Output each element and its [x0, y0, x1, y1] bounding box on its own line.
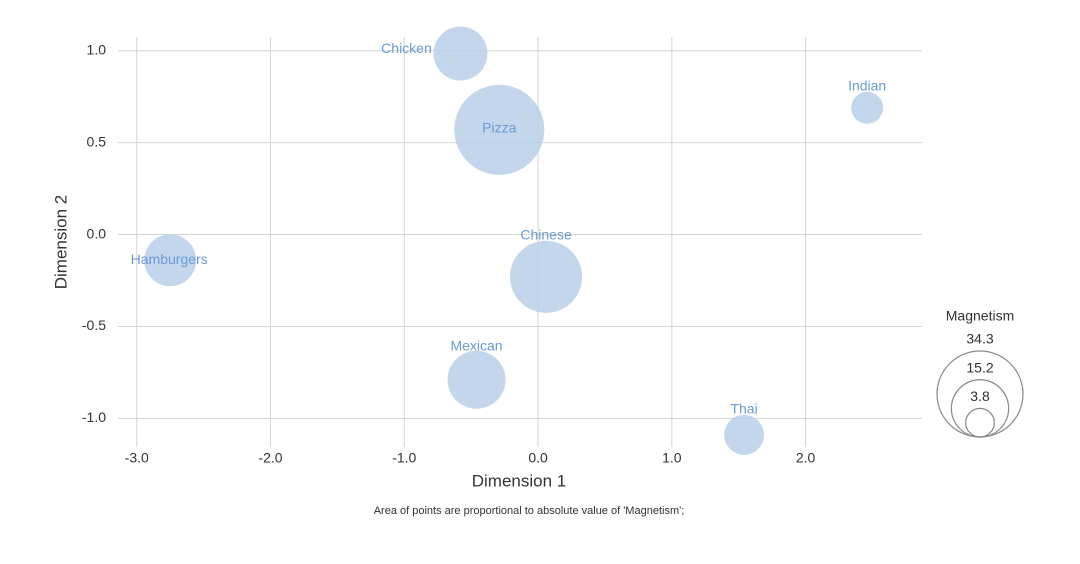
y-tick-label: 1.0: [87, 41, 107, 57]
point-label: Mexican: [450, 337, 502, 353]
bubble: [724, 414, 765, 455]
bubble: [447, 350, 506, 409]
legend-label: 34.3: [966, 331, 993, 347]
x-tick-label: -1.0: [392, 450, 416, 466]
x-tick-label: -2.0: [258, 450, 282, 466]
y-tick-label: 0.0: [87, 225, 107, 241]
point-label: Pizza: [482, 120, 516, 136]
point-label: Hamburgers: [131, 251, 208, 267]
y-axis-title: Dimension 2: [51, 195, 70, 290]
point-label: Chicken: [381, 40, 432, 56]
bubble: [144, 234, 197, 287]
bubble: [851, 91, 884, 124]
x-tick-label: -3.0: [125, 450, 149, 466]
legend-label: 3.8: [970, 388, 990, 404]
x-tick-label: 0.0: [528, 450, 548, 466]
x-tick-label: 1.0: [662, 450, 682, 466]
point-label: Chinese: [520, 227, 572, 243]
y-tick-label: -1.0: [82, 409, 106, 425]
point-label: Indian: [848, 77, 886, 93]
point-label: Thai: [730, 401, 757, 417]
legend-title: Magnetism: [946, 308, 1014, 324]
y-tick-label: 0.5: [87, 133, 107, 149]
x-tick-label: 2.0: [796, 450, 816, 466]
bubble: [433, 26, 488, 81]
bubble: [454, 84, 545, 175]
x-axis-title: Dimension 1: [472, 471, 567, 490]
bubble: [510, 240, 583, 313]
y-tick-label: -0.5: [82, 317, 106, 333]
legend-label: 15.2: [966, 359, 993, 375]
legend-circle: [965, 407, 995, 438]
caption: Area of points are proportional to absol…: [374, 505, 685, 517]
